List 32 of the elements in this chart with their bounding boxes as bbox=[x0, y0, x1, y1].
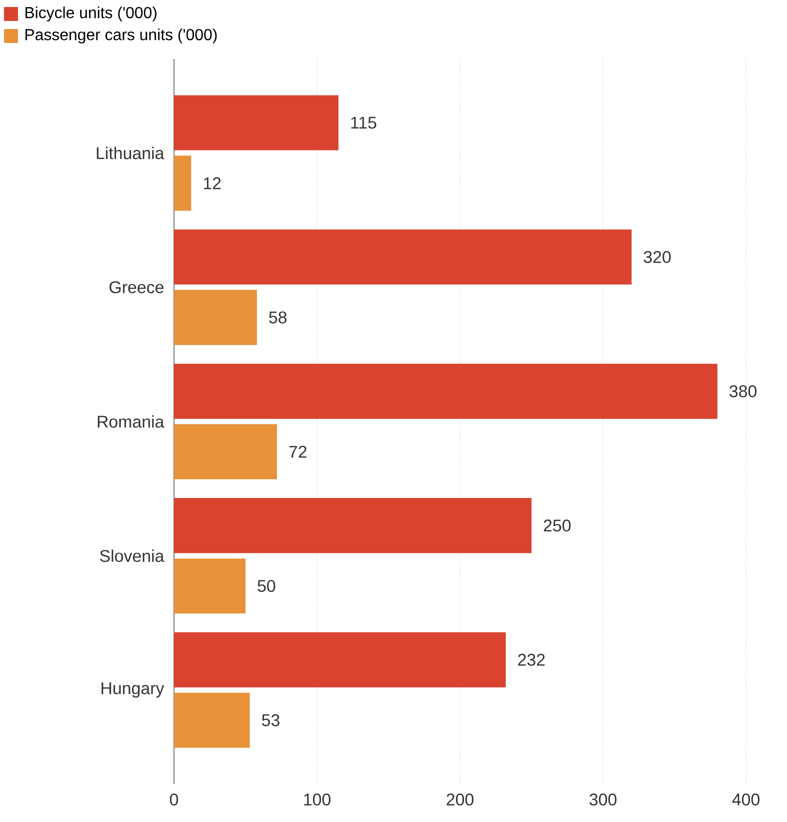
data-label: 320 bbox=[644, 251, 671, 264]
x-tick-label: 100 bbox=[304, 794, 330, 806]
bar bbox=[174, 290, 257, 345]
bar bbox=[174, 632, 506, 688]
y-tick-label: Romania bbox=[98, 415, 164, 428]
data-label: 250 bbox=[544, 520, 571, 532]
bar bbox=[174, 692, 250, 748]
legend-label: Bicycle units ('000) bbox=[26, 6, 156, 22]
bar bbox=[174, 230, 632, 285]
data-label: 232 bbox=[518, 654, 545, 666]
data-label: 12 bbox=[204, 177, 221, 190]
data-label: 53 bbox=[262, 714, 280, 726]
bar bbox=[174, 424, 277, 480]
bar bbox=[174, 558, 246, 614]
x-tick-label: 200 bbox=[446, 794, 474, 806]
data-label: 380 bbox=[730, 385, 757, 398]
data-label: 50 bbox=[258, 580, 276, 592]
bar bbox=[174, 364, 718, 419]
y-tick-label: Slovenia bbox=[100, 550, 164, 562]
y-tick-label: Lithuania bbox=[96, 146, 164, 160]
x-tick-label: 300 bbox=[590, 794, 616, 806]
data-label: 58 bbox=[269, 311, 287, 324]
data-label: 115 bbox=[351, 116, 376, 129]
bar bbox=[174, 498, 532, 554]
y-tick-label: Greece bbox=[110, 281, 164, 294]
y-tick-label: Hungary bbox=[102, 682, 164, 698]
bar bbox=[174, 95, 338, 150]
legend-label: Passenger cars units ('000) bbox=[26, 28, 217, 44]
x-tick-label: 0 bbox=[170, 794, 178, 806]
data-label: 72 bbox=[289, 446, 306, 458]
x-tick-label: 400 bbox=[732, 794, 760, 806]
bar bbox=[174, 156, 192, 211]
